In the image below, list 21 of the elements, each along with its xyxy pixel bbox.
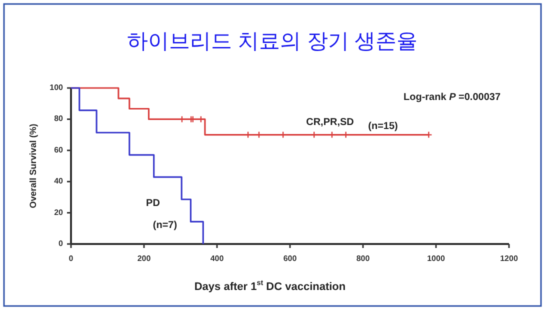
- x-tick-label: 400: [210, 254, 224, 264]
- y-axis-title: Overall Survival (%): [28, 124, 38, 208]
- annotation: (n=7): [152, 220, 178, 231]
- chart-title: 하이브리드 치료의 장기 생존율: [127, 30, 418, 53]
- x-tick-label: 800: [356, 254, 370, 264]
- y-tick-label: 100: [50, 83, 64, 92]
- y-tick-label: 80: [54, 114, 64, 124]
- annotation: Log-rank P =0.00037: [404, 92, 501, 103]
- y-tick-label: 60: [54, 146, 64, 155]
- annotation: CR,PR,SD: [306, 116, 354, 128]
- x-tick-label: 600: [283, 254, 298, 264]
- x-tick-label: 0: [68, 254, 74, 264]
- y-tick-label: 0: [58, 239, 64, 248]
- x-tick-label: 1200: [500, 254, 518, 264]
- annotation: PD: [146, 198, 160, 209]
- x-tick-label: 200: [137, 254, 152, 264]
- x-axis-title: Days after 1$^{st}$ DC vaccination: [194, 278, 346, 293]
- annotation: (n=15): [368, 120, 398, 132]
- x-tick-label: 1000: [427, 254, 446, 264]
- y-tick-label: 40: [54, 176, 64, 186]
- y-tick-label: 20: [54, 208, 64, 217]
